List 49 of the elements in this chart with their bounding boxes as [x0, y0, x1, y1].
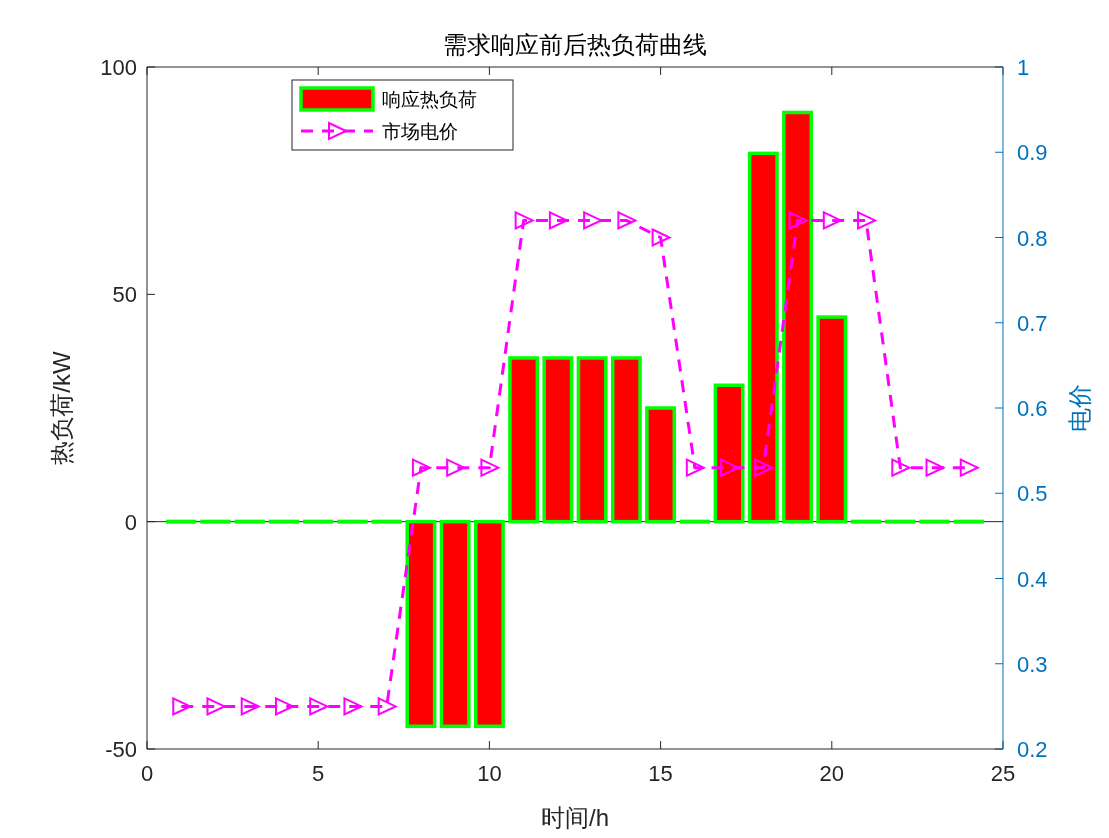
point: [857, 211, 877, 230]
y2-tick-label: 0.2: [1017, 737, 1048, 762]
x-tick-label: 10: [477, 761, 502, 786]
legend-label: 市场电价: [382, 121, 458, 142]
y2-tick-label: 1: [1017, 55, 1030, 80]
point: [788, 211, 808, 230]
point: [377, 697, 397, 716]
x-tick-label: 25: [990, 761, 1016, 786]
point: [343, 697, 363, 716]
y-tick-label: -50: [105, 737, 137, 762]
y2-tick-label: 0.6: [1017, 396, 1048, 421]
point: [754, 458, 774, 477]
chart-title: 需求响应前后热负荷曲线: [443, 31, 707, 58]
point: [514, 211, 534, 230]
y-tick-label: 0: [124, 509, 137, 535]
x-tick-label: 20: [819, 761, 845, 786]
point: [274, 697, 294, 716]
y-tick-label: 50: [112, 282, 137, 308]
x-axis-title: 时间/h: [540, 804, 610, 831]
y2-tick-label: 0.5: [1017, 481, 1048, 507]
point: [309, 697, 329, 716]
y2-tick-label: 0.3: [1017, 651, 1048, 677]
point: [925, 458, 945, 477]
point: [411, 458, 431, 477]
point: [685, 458, 705, 477]
point: [548, 211, 568, 230]
point: [480, 458, 500, 477]
point: [446, 458, 466, 477]
point: [206, 697, 226, 716]
y2-tick-label: 0.7: [1017, 310, 1048, 336]
point: [240, 697, 260, 716]
legend-label: 响应热负荷: [382, 89, 477, 110]
point: [583, 211, 603, 230]
point: [172, 697, 192, 716]
point: [822, 211, 842, 230]
y2-tick-label: 0.8: [1017, 225, 1048, 251]
point: [891, 458, 911, 477]
point: [959, 458, 979, 477]
y-axis-title: 热负荷/kW: [48, 351, 75, 465]
y2-tick-label: 0.9: [1017, 140, 1048, 166]
point: [617, 211, 637, 230]
point: [720, 458, 740, 477]
y-tick-label: 100: [100, 55, 137, 80]
y2-axis-title: 电价: [1066, 384, 1093, 432]
x-tick-label: 0: [140, 761, 154, 786]
x-tick-label: 5: [312, 761, 325, 786]
y2-tick-label: 0.4: [1017, 566, 1048, 592]
x-tick-label: 15: [648, 761, 673, 786]
point: [651, 228, 671, 247]
